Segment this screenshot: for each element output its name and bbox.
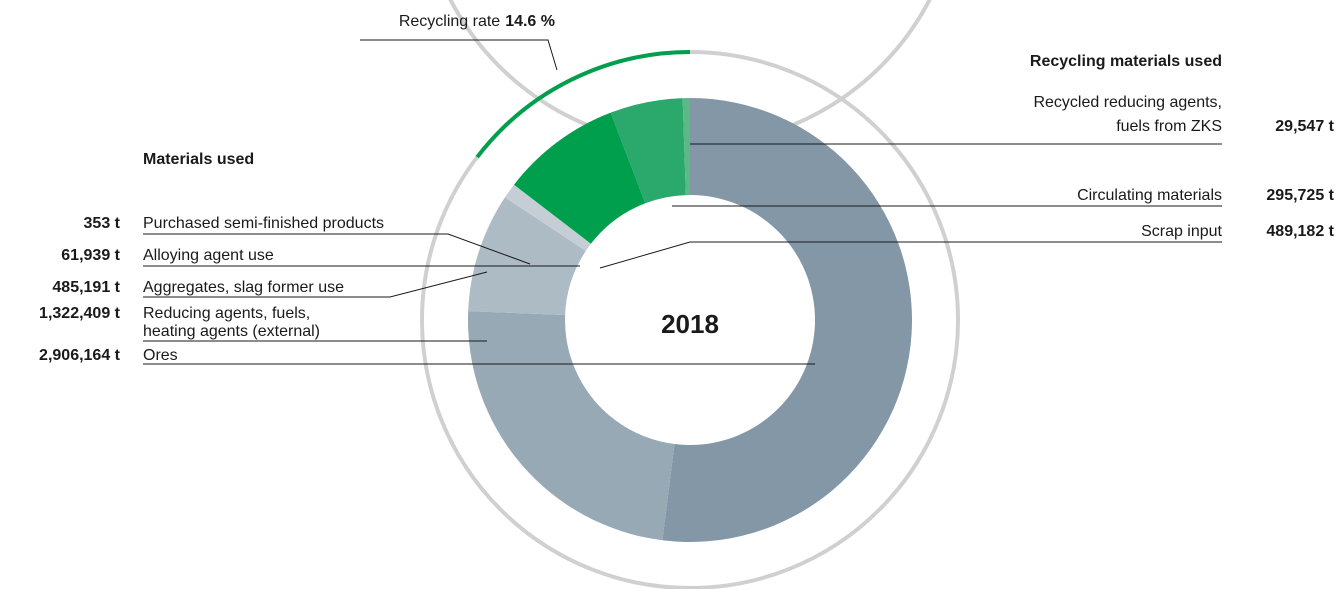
donut-segment bbox=[468, 197, 586, 315]
group-title: Recycling materials used bbox=[1030, 53, 1222, 70]
donut-segment bbox=[468, 311, 675, 541]
donut-segment bbox=[514, 112, 646, 244]
leader-line bbox=[143, 271, 488, 298]
recycling-rate-label: Recycling rate 14.6 % bbox=[399, 13, 555, 30]
donut-segment bbox=[513, 184, 591, 244]
value-label: 1,322,409 t bbox=[39, 305, 121, 322]
value-label: 295,725 t bbox=[1266, 187, 1334, 204]
category-label: heating agents (external) bbox=[143, 323, 320, 340]
value-label: 61,939 t bbox=[61, 247, 120, 264]
value-label: 489,182 t bbox=[1266, 223, 1334, 240]
category-label: Recycled reducing agents, bbox=[1033, 94, 1222, 111]
category-label: fuels from ZKS bbox=[1116, 118, 1222, 135]
center-label: 2018 bbox=[661, 309, 719, 339]
leader-line bbox=[599, 241, 1222, 269]
value-label: 485,191 t bbox=[52, 279, 120, 296]
category-label: Aggregates, slag former use bbox=[143, 279, 344, 296]
value-label: 353 t bbox=[84, 215, 121, 232]
donut-segment bbox=[610, 98, 686, 204]
recycling-rate-arc bbox=[475, 50, 691, 159]
category-label: Ores bbox=[143, 347, 178, 364]
donut-segment bbox=[662, 98, 912, 542]
donut-segment bbox=[504, 184, 591, 251]
category-label: Purchased semi-finished products bbox=[143, 215, 384, 232]
leader-line bbox=[143, 233, 531, 265]
donut-segment bbox=[682, 98, 690, 196]
category-label: Alloying agent use bbox=[143, 247, 274, 264]
recycling-rate-text: Recycling rate bbox=[399, 13, 500, 30]
value-label: 29,547 t bbox=[1275, 118, 1334, 135]
category-label: Scrap input bbox=[1141, 223, 1222, 240]
category-label: Circulating materials bbox=[1077, 187, 1222, 204]
recycling-rate-value: 14.6 % bbox=[505, 13, 555, 30]
leader-line bbox=[360, 39, 558, 71]
group-title: Materials used bbox=[143, 151, 254, 168]
value-label: 2,906,164 t bbox=[39, 347, 121, 364]
category-label: Reducing agents, fuels, bbox=[143, 305, 310, 322]
